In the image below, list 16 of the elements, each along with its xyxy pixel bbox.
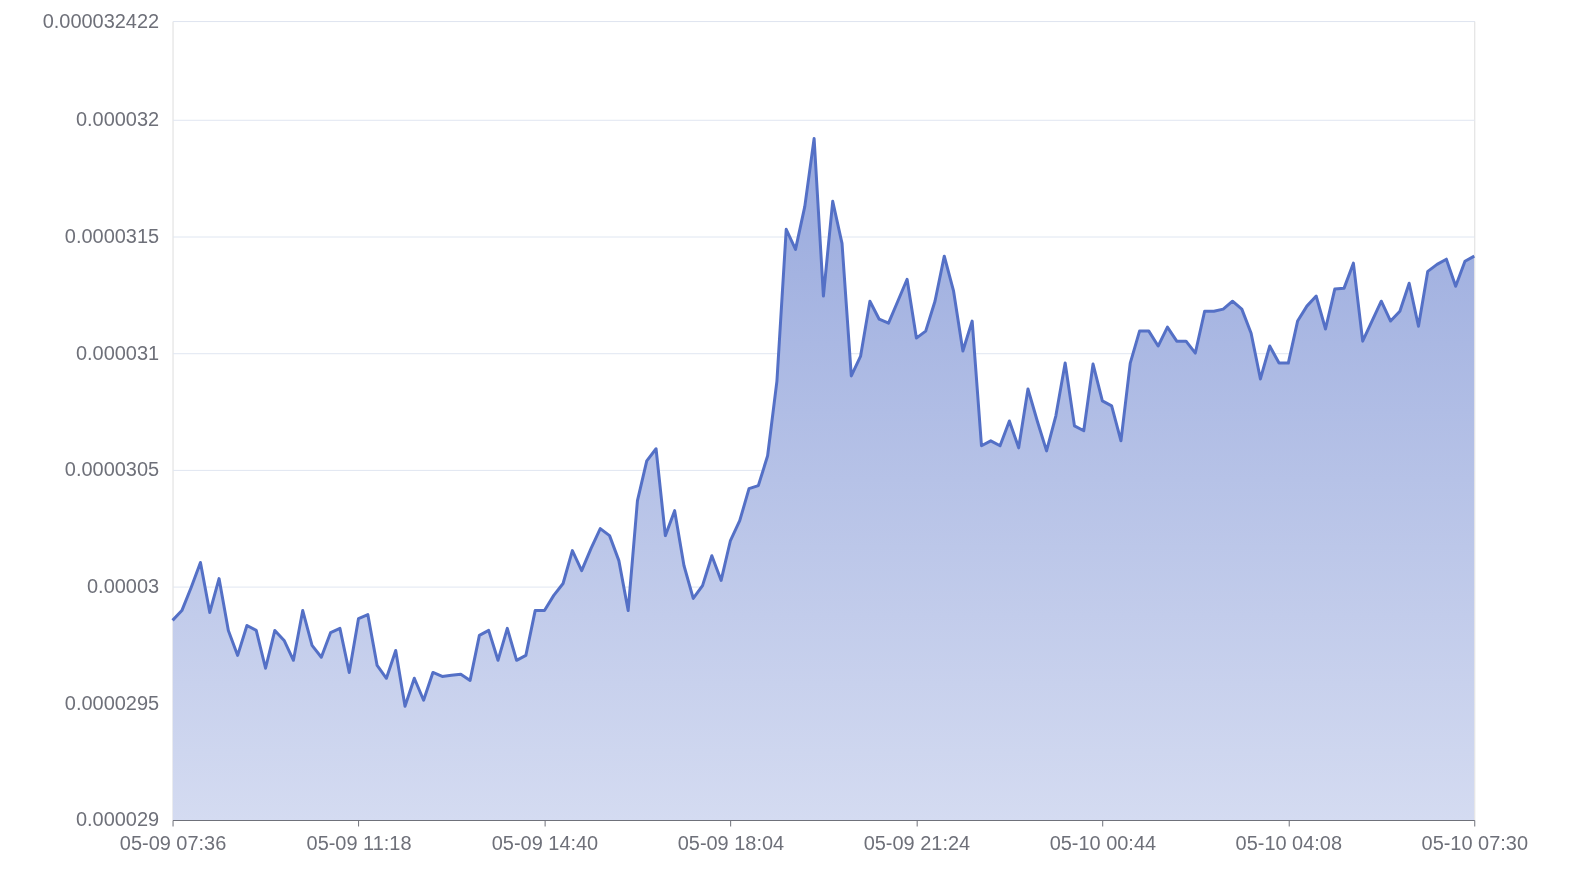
y-tick-label: 0.000029: [75, 808, 160, 831]
x-tick-label: 05-10 07:30: [1421, 832, 1528, 855]
x-tick-label: 05-09 14:40: [491, 832, 599, 855]
x-tick-label: 05-10 04:08: [1235, 832, 1343, 855]
y-tick-label: 0.000031: [75, 341, 160, 364]
y-tick-label: 0.0000305: [64, 458, 160, 481]
y-tick-label: 0.0000295: [64, 691, 160, 714]
x-tick-label: 05-09 21:24: [863, 832, 971, 855]
x-tick-label: 05-09 11:18: [306, 832, 412, 855]
y-tick-label: 0.0000315: [64, 224, 160, 247]
x-tick-label: 05-10 00:44: [1049, 832, 1157, 855]
y-tick-label: 0.000032: [75, 108, 160, 131]
x-tick-label: 05-09 07:36: [119, 832, 227, 855]
y-tick-label: 0.000032422: [42, 9, 160, 32]
y-tick-label: 0.00003: [87, 575, 160, 598]
x-tick-label: 05-09 18:04: [677, 832, 785, 855]
